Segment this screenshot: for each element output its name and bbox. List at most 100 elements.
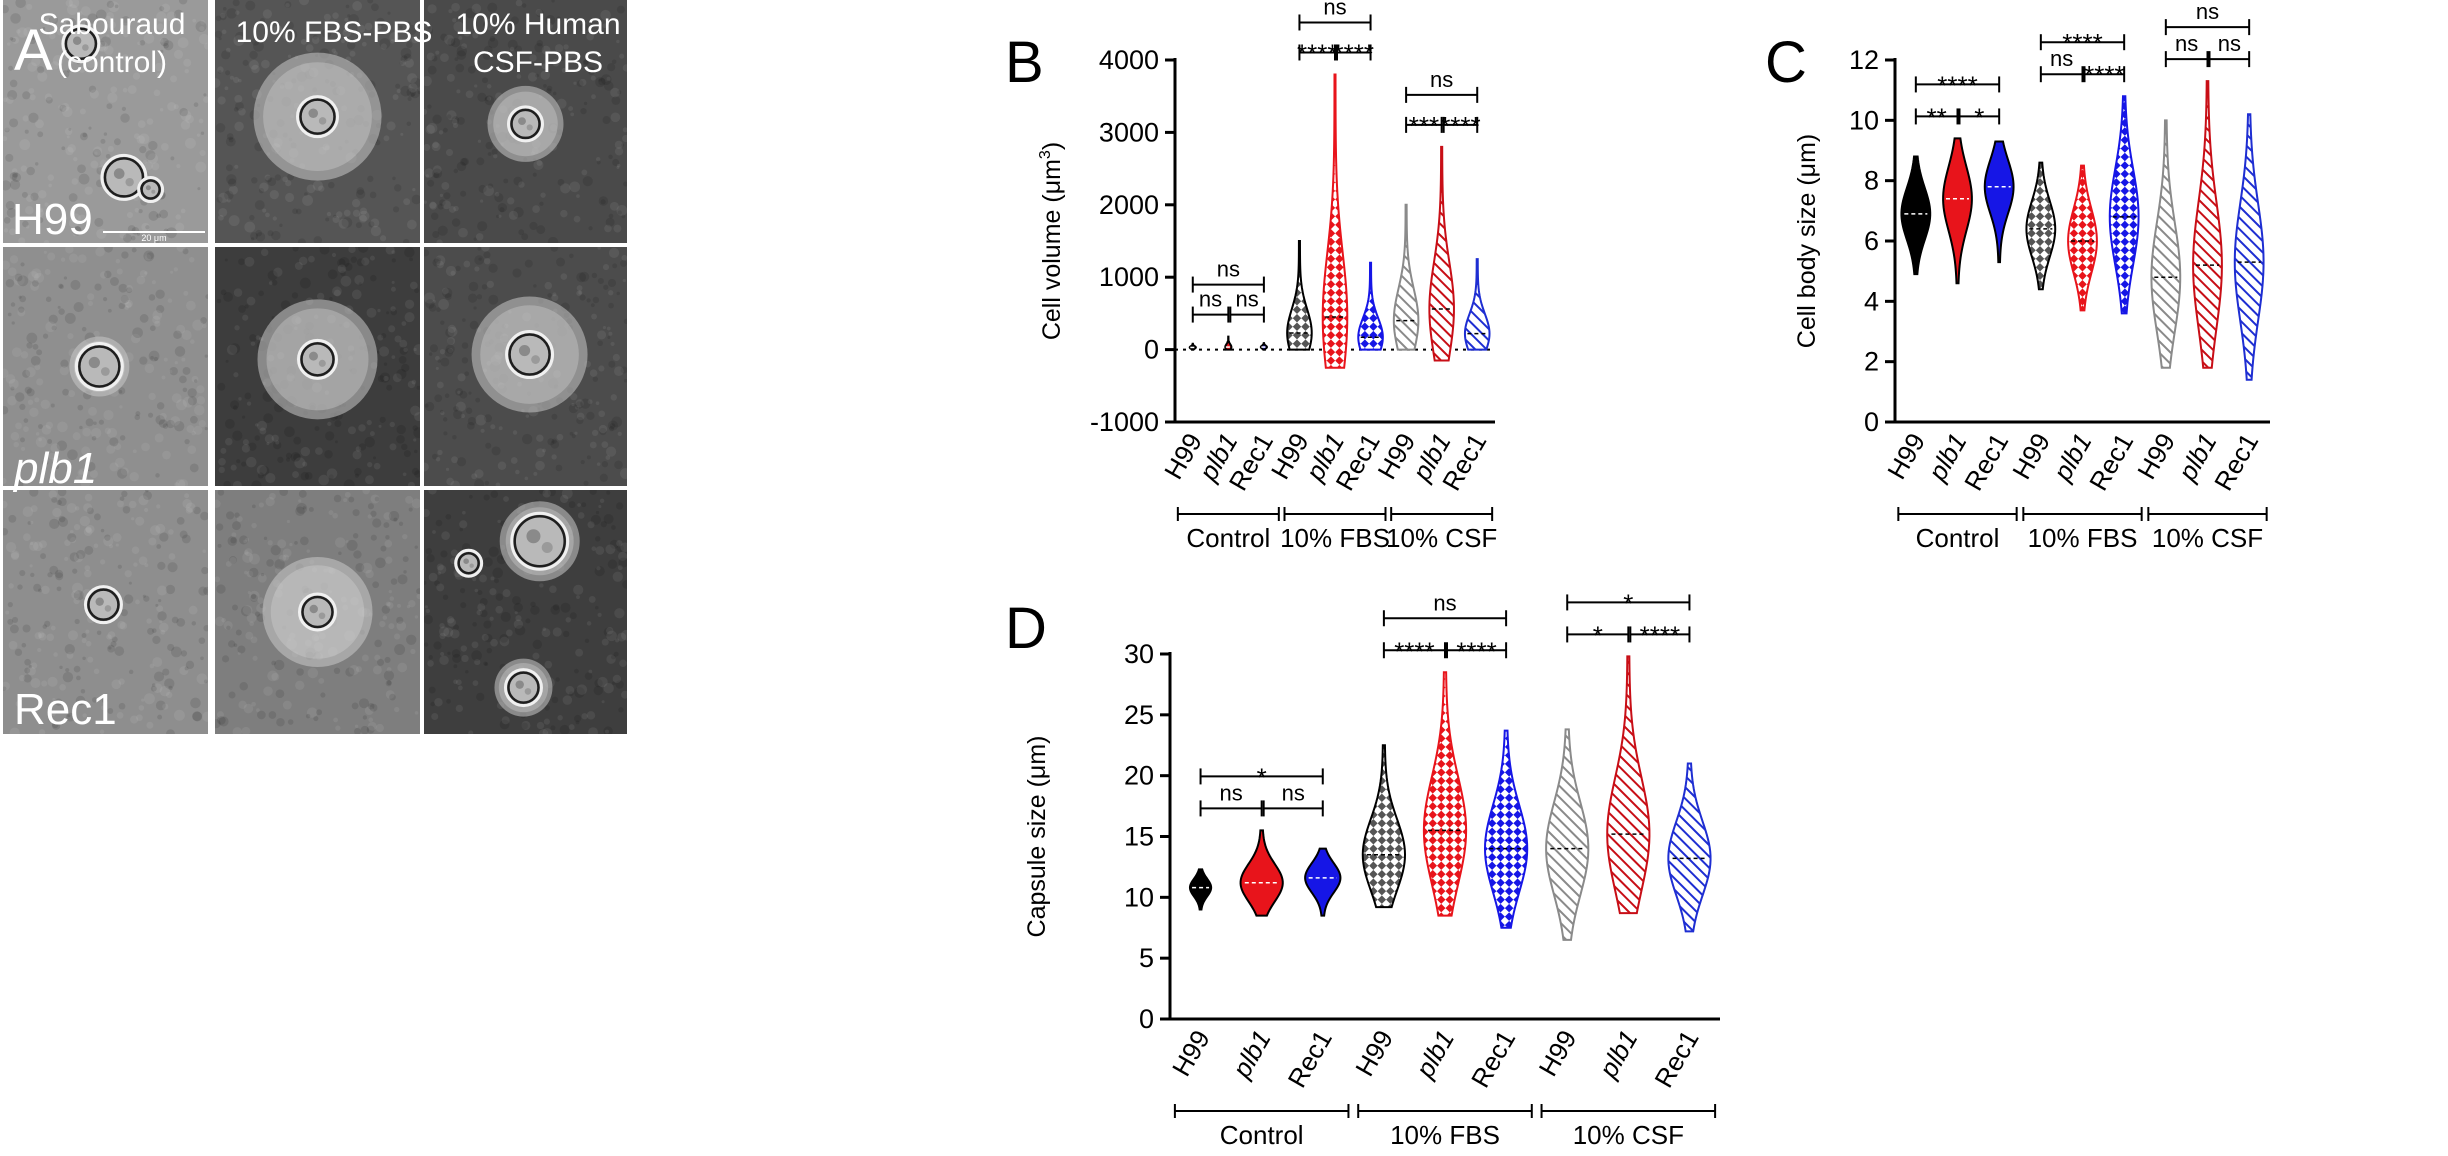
chart-cell-volume: -1000 0 1000 2000 3000 4000 Cell volume (μm3) B… xyxy=(1005,0,1497,553)
violin-h99-10-fbs xyxy=(1286,240,1313,351)
violin-h99-10-fbs xyxy=(2025,161,2057,291)
group-label: Control xyxy=(1186,523,1270,553)
y-tick-label: 4000 xyxy=(1099,45,1159,75)
significance-label: ns xyxy=(2175,31,2198,56)
x-tick-label: Rec1 xyxy=(1282,1025,1338,1093)
y-axis-label: Capsule size (μm) xyxy=(1023,736,1051,938)
significance-label: **** xyxy=(2062,28,2102,58)
micrograph-plb1-col2 xyxy=(215,247,420,486)
violin-plb1-control xyxy=(1942,137,1973,285)
micrograph-h99-col2 xyxy=(215,0,420,243)
significance-label: ns xyxy=(1433,590,1456,615)
violin-plb1-10-fbs xyxy=(2067,164,2098,312)
y-tick-label: 20 xyxy=(1124,761,1154,791)
significance-label: **** xyxy=(1394,636,1434,666)
micrograph-plb1-col1 xyxy=(3,247,208,486)
significance-label: **** xyxy=(1640,620,1680,650)
y-axis-label: Cell body size (μm) xyxy=(1793,134,1821,348)
group-label: 10% FBS xyxy=(1280,523,1390,553)
significance-label: ns xyxy=(2218,31,2241,56)
x-tick-label: Rec1 xyxy=(1465,1025,1521,1093)
violin-h99-control xyxy=(1188,868,1213,911)
violin-rec1-10-csf xyxy=(1667,762,1712,933)
significance-label: ns xyxy=(1219,780,1242,805)
violin-h99-10-csf xyxy=(2150,119,2182,369)
significance-label: ns xyxy=(1199,287,1222,312)
x-tick-label: Rec1 xyxy=(1648,1025,1704,1093)
y-tick-label: 6 xyxy=(1864,226,1879,256)
violin-plb1-10-fbs xyxy=(1422,671,1468,917)
violin-rec1-10-fbs xyxy=(1483,729,1529,929)
significance-label: **** xyxy=(1937,70,1977,100)
y-tick-label: -1000 xyxy=(1090,407,1159,437)
x-tick-label: H99 xyxy=(1533,1025,1583,1081)
y-tick-label: 5 xyxy=(1139,943,1154,973)
significance-label: ns xyxy=(1217,257,1240,282)
significance-label: * xyxy=(1974,102,1984,132)
significance-label: **** xyxy=(2084,60,2124,90)
violin-plb1-10-csf xyxy=(2192,80,2223,369)
micrograph-rec1-col1 xyxy=(3,490,208,734)
x-tick-label: Rec1 xyxy=(2083,428,2139,496)
significance-label: **** xyxy=(1297,38,1337,68)
micrograph-rec1-col3 xyxy=(424,490,627,734)
violin-rec1-control xyxy=(1304,847,1342,917)
scale-bar: 20 μm xyxy=(103,231,205,243)
group-label: 10% CSF xyxy=(2152,523,2263,553)
y-tick-label: 12 xyxy=(1849,45,1879,75)
x-tick-label: Rec1 xyxy=(2208,428,2264,496)
y-tick-label: 0 xyxy=(1864,407,1879,437)
y-axis-label: Cell volume (μm3) xyxy=(1037,142,1066,340)
y-tick-label: 0 xyxy=(1139,1004,1154,1034)
violin-rec1-10-fbs xyxy=(1357,261,1384,351)
micrograph-h99-col1 xyxy=(3,0,208,243)
y-tick-label: 10 xyxy=(1849,105,1879,135)
y-tick-label: 2000 xyxy=(1099,190,1159,220)
x-tick-label: plb1 xyxy=(1409,1025,1460,1083)
column-title-3: 10% Human CSF-PBS xyxy=(455,8,621,79)
y-tick-label: 25 xyxy=(1124,700,1154,730)
y-tick-label: 0 xyxy=(1144,335,1159,365)
significance-label: ns xyxy=(1235,287,1258,312)
x-tick-label: plb1 xyxy=(1226,1025,1277,1083)
micrograph-plb1-col3 xyxy=(424,247,627,486)
panel-label: B xyxy=(1005,30,1044,95)
significance-label: *** xyxy=(1409,111,1439,141)
significance-label: * xyxy=(1623,588,1633,618)
violin-h99-10-fbs xyxy=(1361,744,1407,909)
column-title-1: Sabouraud (control) xyxy=(38,8,186,79)
violin-plb1-10-csf xyxy=(1428,145,1455,362)
group-label: 10% FBS xyxy=(2028,523,2138,553)
significance-label: ns xyxy=(1282,780,1305,805)
group-label: 10% CSF xyxy=(1386,523,1497,553)
significance-label: * xyxy=(1593,620,1603,650)
significance-label: ns xyxy=(2050,46,2073,71)
panel-label: C xyxy=(1765,30,1807,95)
violin-plb1-control xyxy=(1239,829,1284,917)
micrograph-rec1-col2 xyxy=(215,490,420,734)
group-label: Control xyxy=(1220,1120,1304,1150)
micrograph-h99-col3 xyxy=(424,0,627,243)
panel-label: D xyxy=(1005,596,1047,661)
column-title-2: 10% FBS-PBS xyxy=(235,16,433,49)
violin-rec1-10-csf xyxy=(1463,258,1491,351)
micrograph-grid: A 20 μm Sabouraud (control) 10% FBS-PBS 10%… xyxy=(0,0,980,1156)
group-label: 10% FBS xyxy=(1390,1120,1500,1150)
x-tick-label: plb1 xyxy=(1592,1025,1643,1083)
significance-label: **** xyxy=(1334,38,1374,68)
y-tick-label: 1000 xyxy=(1099,262,1159,292)
violin-plb1-10-csf xyxy=(1606,655,1651,915)
scale-bar-label: 20 μm xyxy=(141,233,166,243)
significance-label: ns xyxy=(2196,0,2219,24)
significance-label: ** xyxy=(1927,102,1947,132)
x-tick-label: H99 xyxy=(2131,428,2181,484)
violin-rec1-control xyxy=(1983,140,2015,264)
y-tick-label: 4 xyxy=(1864,286,1879,316)
violin-plb1-10-fbs xyxy=(1321,73,1349,369)
row-label-rec1: Rec1 xyxy=(14,685,117,734)
significance-label: **** xyxy=(1440,111,1480,141)
y-tick-label: 15 xyxy=(1124,822,1154,852)
violin-h99-10-csf xyxy=(1545,728,1590,941)
significance-label: **** xyxy=(1456,636,1496,666)
